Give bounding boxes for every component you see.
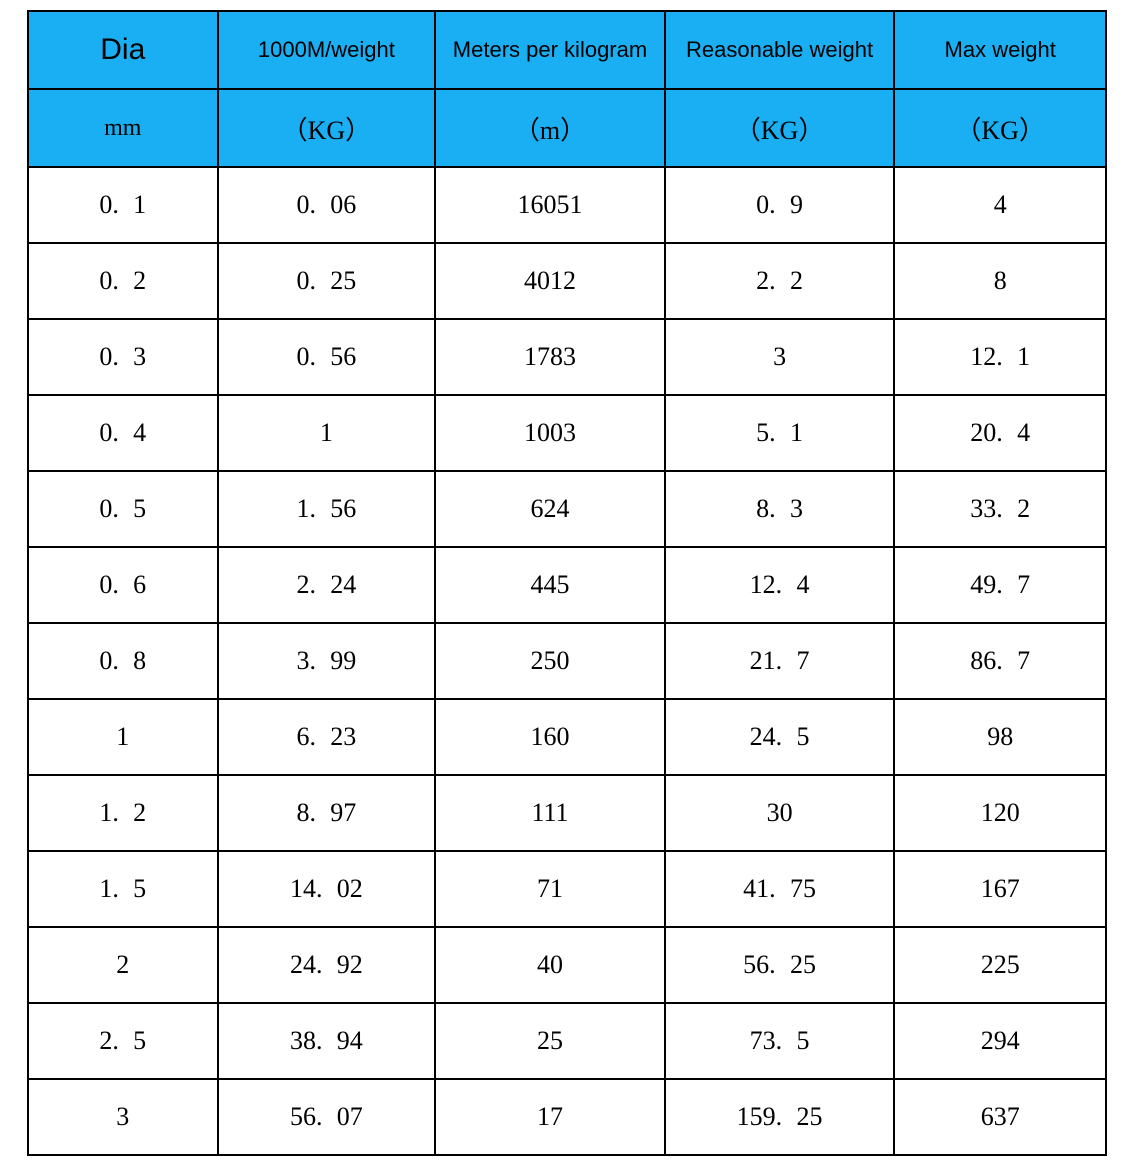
table-cell: 294 xyxy=(894,1003,1106,1079)
table-cell: 2 xyxy=(28,927,218,1003)
table-cell: 0. 56 xyxy=(218,319,436,395)
table-cell: 24. 92 xyxy=(218,927,436,1003)
table-cell: 0. 1 xyxy=(28,167,218,243)
table-cell: 6. 23 xyxy=(218,699,436,775)
table-row: 0. 51. 566248. 333. 2 xyxy=(28,471,1106,547)
table-cell: 1 xyxy=(218,395,436,471)
table-row: 2. 538. 942573. 5294 xyxy=(28,1003,1106,1079)
table-cell: 160 xyxy=(435,699,665,775)
header-row-titles: Dia 1000M/weight Meters per kilogram Rea… xyxy=(28,11,1106,89)
table-cell: 25 xyxy=(435,1003,665,1079)
table-cell: 4012 xyxy=(435,243,665,319)
table-cell: 0. 8 xyxy=(28,623,218,699)
table-cell: 167 xyxy=(894,851,1106,927)
table-cell: 14. 02 xyxy=(218,851,436,927)
table-cell: 38. 94 xyxy=(218,1003,436,1079)
table-cell: 4 xyxy=(894,167,1106,243)
table-cell: 2. 2 xyxy=(665,243,895,319)
table-cell: 20. 4 xyxy=(894,395,1106,471)
table-row: 356. 0717159. 25637 xyxy=(28,1079,1106,1155)
table-cell: 49. 7 xyxy=(894,547,1106,623)
table-cell: 0. 5 xyxy=(28,471,218,547)
table-header: Dia 1000M/weight Meters per kilogram Rea… xyxy=(28,11,1106,167)
table-cell: 16051 xyxy=(435,167,665,243)
table-cell: 12. 1 xyxy=(894,319,1106,395)
table-cell: 1. 5 xyxy=(28,851,218,927)
table-cell: 2. 24 xyxy=(218,547,436,623)
table-cell: 24. 5 xyxy=(665,699,895,775)
header-unit-m: （m） xyxy=(435,89,665,167)
table-row: 16. 2316024. 598 xyxy=(28,699,1106,775)
header-reasonable-weight: Reasonable weight xyxy=(665,11,895,89)
table-cell: 624 xyxy=(435,471,665,547)
header-unit-kg2: （KG） xyxy=(665,89,895,167)
table-cell: 73. 5 xyxy=(665,1003,895,1079)
table-row: 1. 28. 9711130120 xyxy=(28,775,1106,851)
table-cell: 56. 07 xyxy=(218,1079,436,1155)
table-cell: 8. 3 xyxy=(665,471,895,547)
table-cell: 111 xyxy=(435,775,665,851)
table-cell: 0. 2 xyxy=(28,243,218,319)
table-cell: 5. 1 xyxy=(665,395,895,471)
table-cell: 3. 99 xyxy=(218,623,436,699)
table-cell: 1 xyxy=(28,699,218,775)
table-row: 224. 924056. 25225 xyxy=(28,927,1106,1003)
table-cell: 3 xyxy=(28,1079,218,1155)
table-cell: 8 xyxy=(894,243,1106,319)
table-cell: 12. 4 xyxy=(665,547,895,623)
table-row: 0. 4110035. 120. 4 xyxy=(28,395,1106,471)
table-row: 0. 83. 9925021. 786. 7 xyxy=(28,623,1106,699)
table-cell: 56. 25 xyxy=(665,927,895,1003)
table-row: 0. 10. 06160510. 94 xyxy=(28,167,1106,243)
table-cell: 1. 56 xyxy=(218,471,436,547)
table-cell: 159. 25 xyxy=(665,1079,895,1155)
table-cell: 120 xyxy=(894,775,1106,851)
table-cell: 21. 7 xyxy=(665,623,895,699)
header-max-weight: Max weight xyxy=(894,11,1106,89)
table-row: 0. 20. 2540122. 28 xyxy=(28,243,1106,319)
table-cell: 0. 6 xyxy=(28,547,218,623)
table-cell: 0. 4 xyxy=(28,395,218,471)
header-dia: Dia xyxy=(28,11,218,89)
table-cell: 86. 7 xyxy=(894,623,1106,699)
table-cell: 41. 75 xyxy=(665,851,895,927)
table-row: 0. 30. 561783312. 1 xyxy=(28,319,1106,395)
header-unit-kg1: （KG） xyxy=(218,89,436,167)
table-cell: 0. 9 xyxy=(665,167,895,243)
header-1000m-weight: 1000M/weight xyxy=(218,11,436,89)
header-meters-per-kg: Meters per kilogram xyxy=(435,11,665,89)
table-row: 0. 62. 2444512. 449. 7 xyxy=(28,547,1106,623)
table-cell: 71 xyxy=(435,851,665,927)
table-cell: 445 xyxy=(435,547,665,623)
table-cell: 225 xyxy=(894,927,1106,1003)
table-cell: 40 xyxy=(435,927,665,1003)
table-cell: 637 xyxy=(894,1079,1106,1155)
table-cell: 17 xyxy=(435,1079,665,1155)
table-row: 1. 514. 027141. 75167 xyxy=(28,851,1106,927)
table-cell: 3 xyxy=(665,319,895,395)
table-cell: 1783 xyxy=(435,319,665,395)
header-row-units: mm （KG） （m） （KG） （KG） xyxy=(28,89,1106,167)
table-cell: 0. 25 xyxy=(218,243,436,319)
table-cell: 30 xyxy=(665,775,895,851)
table-cell: 8. 97 xyxy=(218,775,436,851)
table-cell: 2. 5 xyxy=(28,1003,218,1079)
table-body: 0. 10. 06160510. 940. 20. 2540122. 280. … xyxy=(28,167,1106,1155)
wire-specification-table: Dia 1000M/weight Meters per kilogram Rea… xyxy=(27,10,1107,1156)
header-unit-mm: mm xyxy=(28,89,218,167)
table-cell: 1003 xyxy=(435,395,665,471)
table-cell: 98 xyxy=(894,699,1106,775)
table-cell: 0. 06 xyxy=(218,167,436,243)
table-cell: 0. 3 xyxy=(28,319,218,395)
table-cell: 33. 2 xyxy=(894,471,1106,547)
table-cell: 1. 2 xyxy=(28,775,218,851)
header-unit-kg3: （KG） xyxy=(894,89,1106,167)
table-cell: 250 xyxy=(435,623,665,699)
